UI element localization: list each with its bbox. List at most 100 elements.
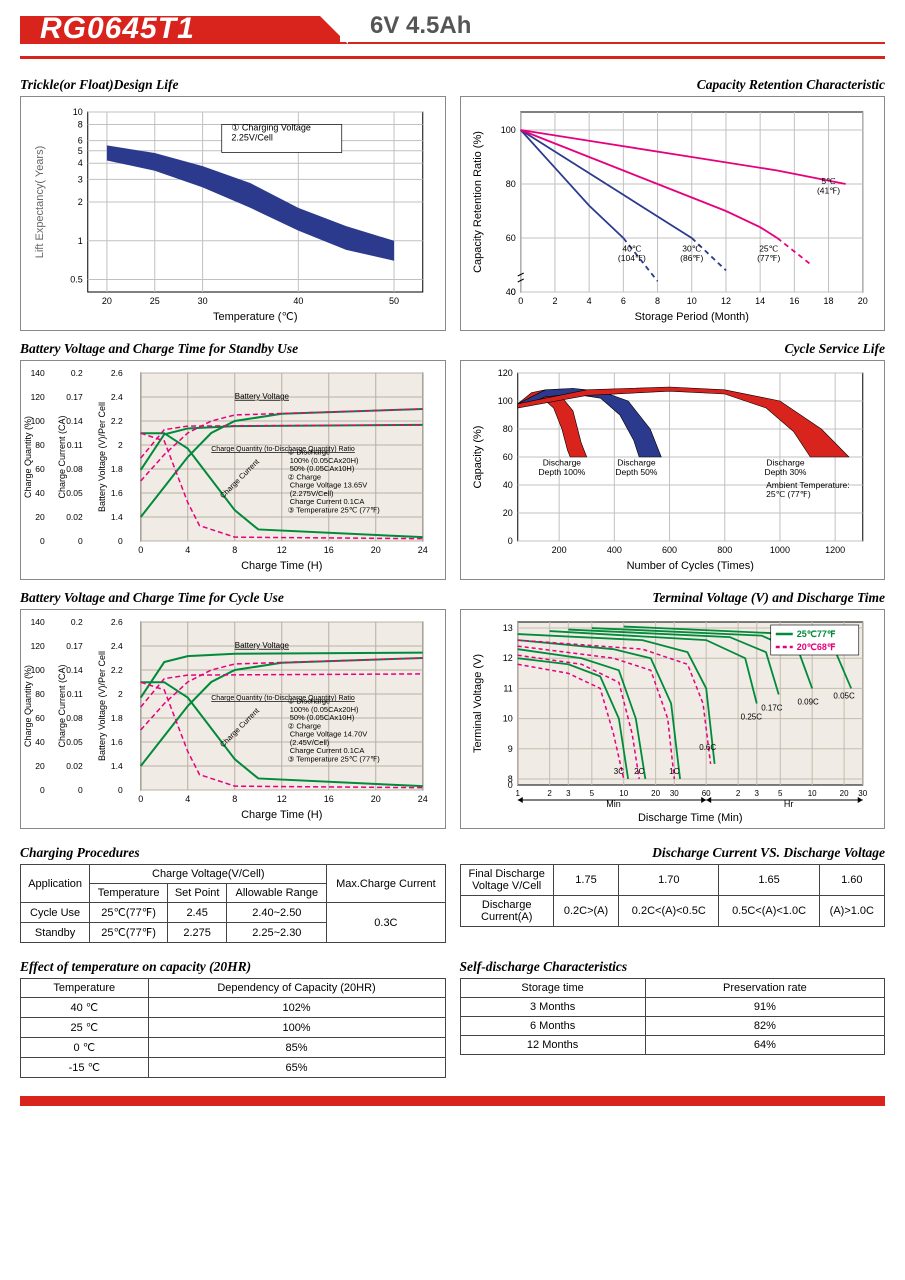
svg-text:Charge Quantity (%): Charge Quantity (%): [23, 416, 33, 498]
svg-text:20: 20: [371, 794, 381, 804]
svg-text:0: 0: [78, 536, 83, 546]
svg-text:40: 40: [502, 480, 512, 490]
svg-text:Charge Quantity (to-Discharge: Charge Quantity (to-Discharge Quantity) …: [211, 446, 355, 453]
svg-text:2: 2: [552, 296, 557, 306]
svg-text:30: 30: [198, 296, 208, 306]
svg-text:Charge Current (CA): Charge Current (CA): [57, 415, 67, 498]
svg-text:2: 2: [547, 789, 552, 798]
svg-text:0.17: 0.17: [66, 641, 83, 651]
svg-text:12: 12: [502, 653, 512, 663]
svg-text:0: 0: [138, 545, 143, 555]
svg-text:Lift Expectancy( Years): Lift Expectancy( Years): [34, 146, 46, 259]
svg-text:12: 12: [277, 545, 287, 555]
svg-text:10: 10: [73, 107, 83, 117]
svg-text:1.4: 1.4: [111, 512, 123, 522]
svg-text:0.02: 0.02: [66, 512, 83, 522]
svg-text:0: 0: [510, 287, 515, 297]
svg-text:100: 100: [497, 396, 512, 406]
svg-text:1.6: 1.6: [111, 488, 123, 498]
svg-text:30℃(86℉): 30℃(86℉): [680, 244, 703, 263]
svg-text:80: 80: [502, 424, 512, 434]
svg-text:20: 20: [371, 545, 381, 555]
svg-text:8: 8: [78, 119, 83, 129]
svg-text:Charge Quantity (to-Discharge: Charge Quantity (to-Discharge Quantity) …: [211, 695, 355, 702]
svg-text:2.2: 2.2: [111, 416, 123, 426]
table-self-discharge: Storage timePreservation rate3 Months91%…: [460, 978, 886, 1055]
svg-text:40: 40: [35, 737, 45, 747]
svg-text:25℃(77℉): 25℃(77℉): [757, 244, 780, 263]
svg-text:2: 2: [78, 197, 83, 207]
svg-text:16: 16: [789, 296, 799, 306]
chart3-title: Battery Voltage and Charge Time for Stan…: [20, 341, 446, 357]
footer-redbar: [20, 1096, 885, 1106]
model-number: RG0645T1: [40, 12, 195, 46]
svg-text:0.08: 0.08: [66, 713, 83, 723]
svg-text:0: 0: [78, 785, 83, 795]
svg-text:Battery Voltage (V)/Per Cell: Battery Voltage (V)/Per Cell: [97, 402, 107, 512]
svg-text:60: 60: [505, 233, 515, 243]
chart1-title: Trickle(or Float)Design Life: [20, 77, 446, 93]
svg-text:140: 140: [31, 617, 45, 627]
svg-text:Capacity Retention Ratio (%): Capacity Retention Ratio (%): [471, 131, 483, 273]
svg-text:3: 3: [754, 789, 759, 798]
svg-text:12: 12: [277, 794, 287, 804]
svg-text:120: 120: [31, 392, 45, 402]
svg-text:20: 20: [35, 761, 45, 771]
svg-text:16: 16: [324, 794, 334, 804]
svg-text:Number of Cycles (Times): Number of Cycles (Times): [626, 560, 753, 572]
svg-text:0.17: 0.17: [66, 392, 83, 402]
svg-text:Temperature (℃): Temperature (℃): [213, 311, 298, 323]
svg-text:25℃77℉: 25℃77℉: [796, 629, 835, 639]
svg-text:0: 0: [40, 536, 45, 546]
svg-text:Storage Period (Month): Storage Period (Month): [634, 311, 748, 323]
svg-text:2.2: 2.2: [111, 665, 123, 675]
svg-text:0: 0: [518, 296, 523, 306]
svg-text:60: 60: [35, 713, 45, 723]
svg-text:4: 4: [586, 296, 591, 306]
svg-text:1.6: 1.6: [111, 737, 123, 747]
svg-text:Charge Time (H): Charge Time (H): [241, 560, 322, 572]
svg-text:3: 3: [566, 789, 571, 798]
svg-text:DischargeDepth 100%: DischargeDepth 100%: [538, 457, 585, 476]
svg-text:6: 6: [620, 296, 625, 306]
svg-text:40: 40: [293, 296, 303, 306]
svg-text:0: 0: [138, 794, 143, 804]
svg-text:0.14: 0.14: [66, 665, 83, 675]
svg-text:2.6: 2.6: [111, 368, 123, 378]
svg-text:Battery Voltage (V)/Per Cell: Battery Voltage (V)/Per Cell: [97, 651, 107, 761]
svg-text:10: 10: [686, 296, 696, 306]
header: RG0645T1 6V 4.5Ah: [20, 12, 885, 52]
svg-text:10: 10: [807, 789, 816, 798]
svg-text:120: 120: [31, 641, 45, 651]
svg-text:0.17C: 0.17C: [761, 704, 783, 713]
svg-text:0.25C: 0.25C: [740, 713, 762, 722]
svg-text:600: 600: [662, 545, 677, 555]
svg-text:12: 12: [720, 296, 730, 306]
svg-text:0.05: 0.05: [66, 488, 83, 498]
svg-text:DischargeDepth 30%: DischargeDepth 30%: [764, 457, 806, 476]
chart6: 89101112130123510203060235102030MinHr3C2…: [460, 609, 886, 829]
svg-text:0.09C: 0.09C: [797, 697, 819, 706]
svg-text:2: 2: [118, 689, 123, 699]
svg-text:1: 1: [78, 236, 83, 246]
svg-text:Capacity (%): Capacity (%): [471, 426, 483, 489]
svg-text:400: 400: [606, 545, 621, 555]
svg-text:100: 100: [500, 125, 515, 135]
svg-text:18: 18: [823, 296, 833, 306]
svg-text:2: 2: [118, 440, 123, 450]
svg-text:800: 800: [717, 545, 732, 555]
svg-text:20: 20: [839, 789, 848, 798]
svg-text:20℃68℉: 20℃68℉: [796, 642, 835, 652]
svg-text:11: 11: [503, 683, 512, 693]
table3-title: Effect of temperature on capacity (20HR): [20, 959, 446, 975]
svg-text:DischargeDepth 50%: DischargeDepth 50%: [615, 457, 657, 476]
svg-text:0.2: 0.2: [71, 617, 83, 627]
chart5-title: Battery Voltage and Charge Time for Cycl…: [20, 590, 446, 606]
svg-text:4: 4: [185, 545, 190, 555]
svg-text:8: 8: [655, 296, 660, 306]
svg-text:5℃(41℉): 5℃(41℉): [816, 176, 839, 195]
chart2: 02468101214161820406080100040℃(104℉)30℃(…: [460, 96, 886, 331]
chart4-title: Cycle Service Life: [460, 341, 886, 357]
svg-text:0: 0: [118, 536, 123, 546]
svg-text:0.08: 0.08: [66, 464, 83, 474]
